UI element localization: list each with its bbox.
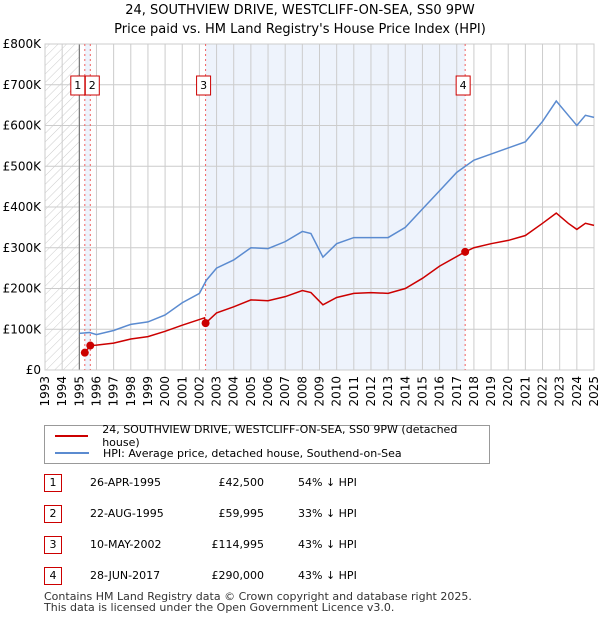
sale-hpi-diff: 54% ↓ HPI [298,476,357,489]
sale-number: 1 [44,474,62,492]
plot-border [44,43,595,371]
x-tick-label: 2019 [484,376,498,407]
x-tick-label: 2021 [518,376,532,407]
sale-label-1: 1 [74,79,81,92]
sale-hpi-diff: 43% ↓ HPI [298,538,357,551]
x-tick-label: 2002 [192,376,206,407]
legend-label-property: 24, SOUTHVIEW DRIVE, WESTCLIFF-ON-SEA, S… [102,423,458,449]
sale-number: 4 [44,567,62,585]
x-tick-label: 2018 [467,376,481,407]
sale-hpi-diff: 33% ↓ HPI [298,507,357,520]
x-tick-label: 2015 [415,376,429,407]
y-tick-label: £400K [3,200,43,214]
x-tick-label: 2004 [227,376,241,407]
x-tick-label: 2005 [244,376,258,407]
x-tick-label: 1994 [55,376,69,407]
legend: 24, SOUTHVIEW DRIVE, WESTCLIFF-ON-SEA, S… [44,423,490,464]
x-tick-label: 2024 [570,376,584,407]
y-tick-label: £200K [3,282,43,296]
sale-point-2 [86,341,95,350]
x-tick-label: 1997 [107,376,121,407]
x-tick-label: 2003 [210,376,224,407]
sale-date: 10-MAY-2002 [90,538,162,551]
x-tick-label: 2009 [313,376,327,407]
sale-date: 26-APR-1995 [90,476,162,489]
x-tick-label: 2025 [587,376,600,407]
sale-label-3: 3 [200,79,207,92]
y-tick-label: £600K [3,119,43,133]
x-tick-label: 2013 [381,376,395,407]
sale-price: £290,000 [211,569,265,582]
sale-label-4: 4 [460,79,467,92]
x-tick-label: 1999 [141,376,155,407]
price-chart: 1993 1994 1995 1996 1997 1998 1999 2000 2001 2002… [3,37,600,407]
legend-label-hpi: HPI: Average price, detached house, Sout… [103,446,402,460]
y-tick-label: £800K [3,37,43,51]
footer-copyright: Contains HM Land Registry data © Crown c… [44,590,472,603]
x-tick-label: 2023 [553,376,567,407]
x-tick-label: 2017 [450,376,464,407]
y-tick-label: £0 [26,363,41,377]
sale-point-3 [201,319,210,328]
x-tick-label: 2001 [175,376,189,407]
legend-swatch-property [55,435,89,437]
sale-label-box-3 [196,75,212,96]
chart-subtitle: Price paid vs. HM Land Registry's House … [114,22,486,37]
x-tick-label: 1995 [72,376,86,407]
y-tick-label: £100K [3,322,43,336]
sale-row: 3 10-MAY-2002 £114,995 43% ↓ HPI [44,536,464,556]
sale-date: 22-AUG-1995 [90,507,164,520]
sale-price: £59,995 [218,507,265,520]
sale-number: 3 [44,536,62,554]
x-tick-label: 2016 [433,376,447,407]
sale-price: £42,500 [218,476,265,489]
sale-hpi-diff: 43% ↓ HPI [298,569,357,582]
x-tick-label: 2000 [158,376,172,407]
x-tick-label: 2010 [330,376,344,407]
x-tick-label: 2006 [261,376,275,407]
x-tick-label: 2014 [398,376,412,407]
footer-licence: This data is licensed under the Open Gov… [44,601,395,614]
x-tick-label: 1993 [38,376,52,407]
sale-point-1 [80,348,89,357]
sale-price: £114,995 [211,538,265,551]
x-tick-label: 1996 [89,376,103,407]
x-tick-label: 2020 [501,376,515,407]
sale-row: 1 26-APR-1995 £42,500 54% ↓ HPI [44,474,464,494]
sale-row: 2 22-AUG-1995 £59,995 33% ↓ HPI [44,505,464,525]
x-tick-label: 2007 [278,376,292,407]
sale-point-4 [461,247,470,256]
sale-label-box-4 [455,75,471,96]
hpi-line [79,99,595,336]
sale-label-box-2 [84,75,100,96]
x-tick-label: 2012 [364,376,378,407]
sale-number: 2 [44,505,62,523]
legend-swatch-hpi [55,452,89,454]
x-tick-label: 2011 [347,376,361,407]
property-price-line [84,212,595,354]
sale-label-2: 2 [89,79,96,92]
chart-title: 24, SOUTHVIEW DRIVE, WESTCLIFF-ON-SEA, S… [125,3,475,18]
sale-date: 28-JUN-2017 [90,569,161,582]
y-tick-label: £300K [3,241,43,255]
y-tick-label: £500K [3,159,43,173]
x-tick-label: 2008 [295,376,309,407]
y-tick-label: £700K [3,78,43,92]
x-tick-label: 1998 [124,376,138,407]
x-tick-label: 2022 [536,376,550,407]
sale-row: 4 28-JUN-2017 £290,000 43% ↓ HPI [44,567,464,587]
